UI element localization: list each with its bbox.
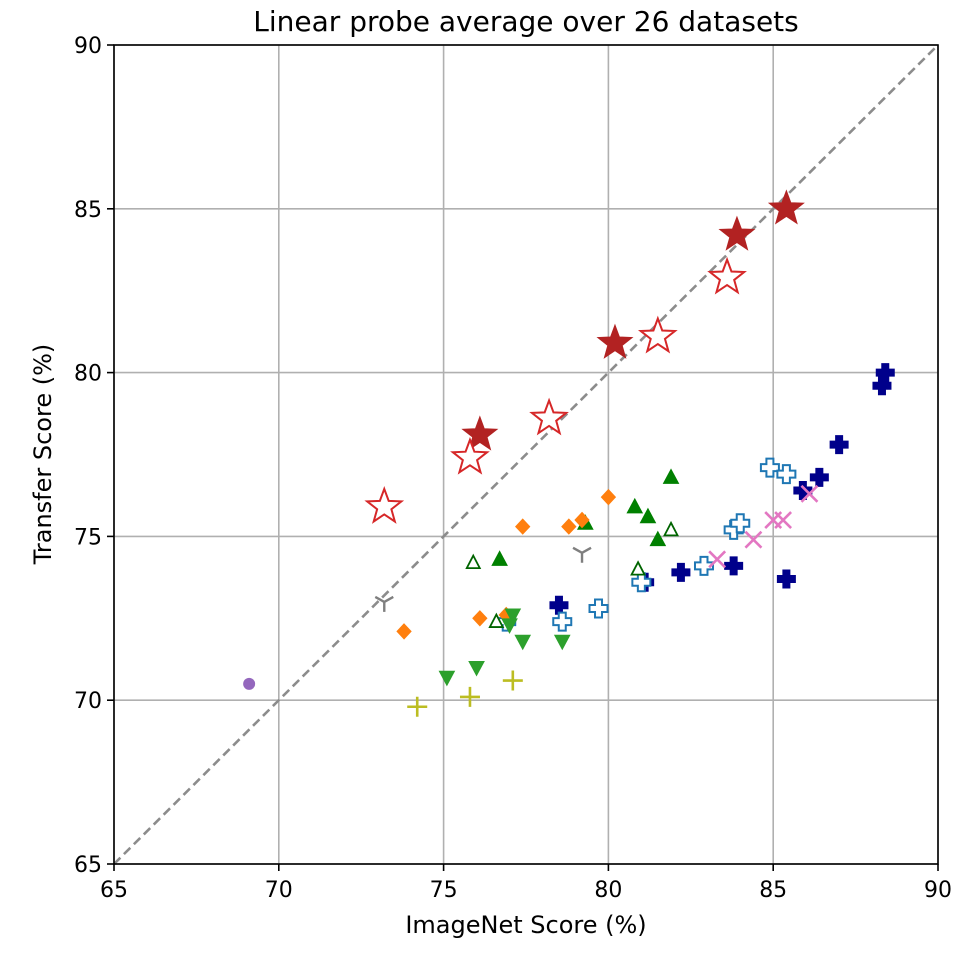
data-point-plus-filled [872, 376, 892, 396]
data-point-star-filled [718, 215, 756, 251]
data-point-plus-filled [809, 467, 829, 487]
y-tick-label: 75 [74, 525, 102, 550]
diagonal-line [113, 44, 939, 865]
data-point-plus-thin [459, 686, 480, 707]
x-tick-label: 80 [594, 878, 622, 903]
x-tick-label: 65 [100, 878, 128, 903]
data-point-triangle-up-open [465, 553, 482, 570]
data-point-star-open [707, 256, 747, 295]
data-point-diamond [600, 488, 617, 506]
data-point-plus-open [552, 611, 573, 632]
series-triangle-up-open [465, 520, 680, 628]
x-tick-label: 70 [265, 878, 293, 903]
data-point-tri-down [572, 546, 592, 563]
y-tick-label: 85 [74, 198, 102, 223]
data-point-plus-open [631, 572, 652, 593]
data-point-plus-filled [776, 569, 796, 589]
data-point-star-open [450, 436, 490, 475]
data-point-plus-filled [724, 556, 744, 576]
x-tick-label: 75 [430, 878, 458, 903]
data-point-triangle-down [514, 634, 532, 651]
data-point-plus-open [588, 598, 609, 619]
data-point-tri-down [374, 595, 394, 612]
x-axis-ticks: 65 70 75 80 85 90 [100, 864, 952, 903]
series-tri-down [374, 546, 592, 612]
data-point-x [800, 484, 819, 503]
data-point-plus-filled [549, 595, 569, 615]
y-tick-label: 65 [74, 853, 102, 878]
series-x [708, 484, 819, 569]
data-point-plus-filled [671, 562, 691, 582]
data-point-plus-open [776, 464, 797, 485]
data-point-triangle-down [553, 634, 571, 651]
series-star-filled [461, 189, 805, 451]
y-axis-label: Transfer Score (%) [29, 344, 57, 566]
y-tick-label: 90 [74, 34, 102, 59]
data-point-triangle-up-open [663, 520, 680, 537]
data-point-triangle-down [468, 660, 485, 677]
data-point-plus-thin [407, 696, 428, 717]
data-point-triangle-up-filled [491, 550, 508, 566]
data-point-triangle-up-filled [662, 468, 680, 484]
data-point-x [708, 550, 727, 569]
data-point-plus-open [730, 513, 751, 534]
data-point-diamond [561, 518, 577, 535]
data-point-triangle-up-open [630, 560, 647, 576]
data-point-diamond [515, 518, 531, 535]
diagonal-reference-line [113, 44, 939, 865]
data-point-triangle-up-filled [649, 530, 667, 547]
x-tick-label: 85 [759, 878, 787, 903]
series-triangle-down [438, 608, 571, 687]
data-point-triangle-down [504, 608, 522, 625]
data-point-plus-thin [502, 670, 523, 691]
series-plus-thin [407, 670, 523, 717]
data-point-x [744, 530, 763, 549]
data-point-triangle-up-open [488, 612, 505, 628]
series-star-open [364, 256, 747, 524]
series-plus-open [496, 457, 797, 632]
data-point-plus-filled [793, 481, 813, 501]
data-point-plus-open [693, 555, 714, 576]
data-point-diamond [396, 623, 412, 640]
series-plus-filled [549, 363, 895, 615]
y-axis-ticks: 65 70 75 80 85 90 [74, 34, 114, 878]
data-point-star-open [364, 486, 405, 524]
plot-frame [113, 44, 939, 865]
data-point-star-open [529, 397, 569, 436]
data-points [243, 189, 895, 717]
data-point-triangle-down [438, 670, 456, 687]
data-point-triangle-up-filled [626, 497, 644, 514]
series-circle [243, 677, 256, 690]
data-point-plus-filled [829, 435, 849, 455]
x-tick-label: 90 [924, 878, 952, 903]
data-point-star-filled [461, 415, 499, 451]
data-point-plus-filled [875, 363, 895, 383]
data-point-diamond [472, 610, 488, 627]
data-point-diamond [574, 511, 590, 529]
data-point-plus-open [759, 457, 780, 478]
data-point-star-filled [767, 189, 805, 225]
y-tick-label: 70 [74, 689, 102, 714]
data-point-star-open [637, 315, 678, 354]
data-point-star-filled [596, 323, 634, 359]
chart-title: Linear probe average over 26 datasets [253, 5, 798, 38]
data-point-triangle-up-filled [639, 507, 657, 524]
data-point-circle [243, 677, 256, 690]
y-tick-label: 80 [74, 362, 102, 387]
x-axis-label: ImageNet Score (%) [405, 911, 646, 939]
data-point-x [774, 511, 793, 529]
